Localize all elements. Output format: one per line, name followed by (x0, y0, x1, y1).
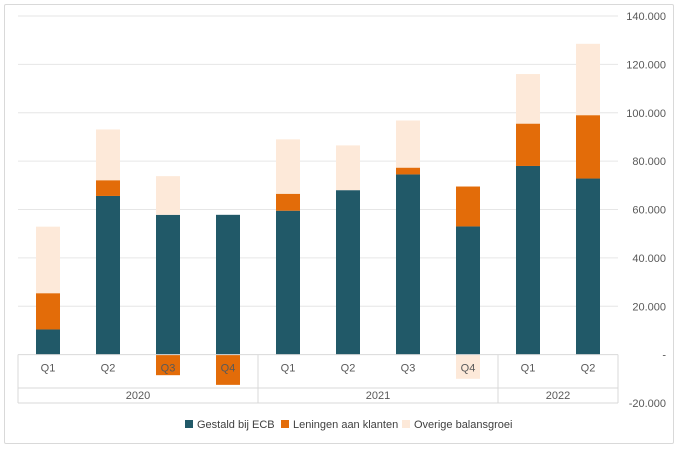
legend: Gestald bij ECB Leningen aan klanten Overi… (185, 419, 512, 431)
y-tick-label: 20.000 (632, 301, 666, 313)
y-tick-label: - (662, 350, 666, 362)
x-tick-label: Q2 (101, 363, 116, 375)
bar-segment (216, 354, 240, 385)
legend-label: Overige balansgroei (414, 419, 512, 431)
y-tick-label: 100.000 (626, 108, 666, 120)
legend-swatch (185, 420, 193, 428)
bar-segment (96, 129, 120, 181)
bar-segment (276, 210, 300, 355)
bar-segment (36, 329, 60, 355)
x-axis: Q1 Q2 Q3 Q4 Q1 Q2 Q3 Q4 Q1 Q2 2020 2021 2022 (17, 354, 619, 404)
bar-segment (156, 214, 180, 355)
bar-segment (456, 226, 480, 355)
y-tick-label: 40.000 (632, 253, 666, 265)
bar-segment (276, 193, 300, 211)
bar-segment (516, 165, 540, 355)
year-label: 2021 (366, 390, 390, 402)
x-tick-label: Q3 (401, 363, 416, 375)
y-tick-label: 60.000 (632, 205, 666, 217)
bars (36, 43, 600, 385)
bar-segment (276, 139, 300, 194)
bar-segment (216, 214, 240, 355)
x-tick-label: Q4 (221, 363, 236, 375)
bar-segment (156, 354, 180, 376)
bar-segment (396, 167, 420, 175)
x-tick-label: Q1 (41, 363, 56, 375)
x-tick-label: Q4 (461, 363, 476, 375)
bar-segment (456, 186, 480, 227)
bar-segment (576, 178, 600, 355)
bar-segment (96, 195, 120, 355)
year-label: 2022 (546, 390, 570, 402)
bar-segment (36, 293, 60, 330)
y-tick-label: -20.000 (629, 398, 666, 410)
bar-segment (336, 190, 360, 355)
legend-label: Leningen aan klanten (293, 419, 398, 431)
bar-segment (336, 145, 360, 191)
y-tick-label: 80.000 (632, 156, 666, 168)
bar-segment (396, 120, 420, 168)
bar-segment (516, 74, 540, 124)
bar-segment (576, 115, 600, 179)
bar-segment (456, 354, 480, 379)
bar-segment (36, 226, 60, 294)
y-axis: -20.000-20.00040.00060.00080.000100.0001… (626, 11, 666, 410)
bar-segment (516, 123, 540, 166)
bar-segment (96, 180, 120, 196)
y-tick-label: 120.000 (626, 59, 666, 71)
x-tick-label: Q1 (521, 363, 536, 375)
x-tick-label: Q1 (281, 363, 296, 375)
bar-segment (156, 176, 180, 215)
y-tick-label: 140.000 (626, 11, 666, 23)
x-tick-label: Q2 (341, 363, 356, 375)
bar-segment (396, 174, 420, 355)
legend-swatch (402, 420, 410, 428)
bar-segment (576, 43, 600, 116)
x-tick-label: Q2 (581, 363, 596, 375)
x-tick-label: Q3 (161, 363, 176, 375)
year-label: 2020 (126, 390, 150, 402)
legend-label: Gestald bij ECB (197, 419, 275, 431)
legend-swatch (281, 420, 289, 428)
